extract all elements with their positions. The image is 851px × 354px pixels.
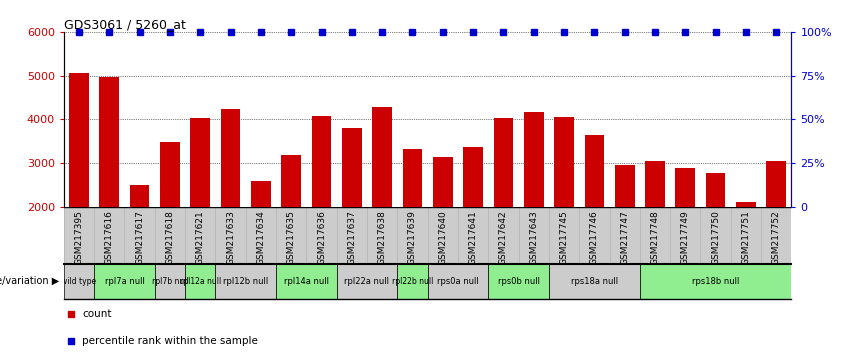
Text: rps18b null: rps18b null xyxy=(692,277,740,286)
Text: GSM217752: GSM217752 xyxy=(772,210,780,265)
Text: wild type: wild type xyxy=(61,277,96,286)
Bar xyxy=(342,128,362,295)
Bar xyxy=(614,165,635,295)
Bar xyxy=(276,264,337,299)
Bar xyxy=(676,168,695,295)
Text: GSM217642: GSM217642 xyxy=(499,210,508,264)
Text: GSM217634: GSM217634 xyxy=(256,210,266,265)
Text: GSM217637: GSM217637 xyxy=(347,210,357,265)
Text: rpl14a null: rpl14a null xyxy=(284,277,328,286)
Text: rpl12b null: rpl12b null xyxy=(223,277,268,286)
Text: GSM217640: GSM217640 xyxy=(438,210,448,265)
Text: rpl7a null: rpl7a null xyxy=(105,277,145,286)
Bar xyxy=(488,264,549,299)
Bar xyxy=(372,107,392,295)
Bar xyxy=(494,118,513,295)
Bar xyxy=(403,149,422,295)
Bar xyxy=(736,202,756,295)
Text: rps0a null: rps0a null xyxy=(437,277,479,286)
Bar xyxy=(282,155,301,295)
Bar xyxy=(645,161,665,295)
Bar xyxy=(433,157,453,295)
Text: GSM217618: GSM217618 xyxy=(165,210,174,265)
Text: GSM217749: GSM217749 xyxy=(681,210,690,265)
Bar xyxy=(463,147,483,295)
Bar xyxy=(191,118,210,295)
Bar xyxy=(94,264,155,299)
Bar xyxy=(160,142,180,295)
Text: GDS3061 / 5260_at: GDS3061 / 5260_at xyxy=(64,18,186,31)
Text: count: count xyxy=(82,308,111,319)
Text: rpl22b null: rpl22b null xyxy=(391,277,433,286)
Bar xyxy=(185,264,215,299)
Text: GSM217395: GSM217395 xyxy=(75,210,83,265)
Bar xyxy=(640,264,791,299)
Text: percentile rank within the sample: percentile rank within the sample xyxy=(82,336,258,346)
Bar xyxy=(64,264,94,299)
Text: rps0b null: rps0b null xyxy=(498,277,540,286)
Text: GSM217617: GSM217617 xyxy=(135,210,144,265)
Bar xyxy=(69,74,89,295)
Bar xyxy=(554,117,574,295)
Bar xyxy=(767,161,786,295)
Bar xyxy=(311,116,331,295)
Text: GSM217635: GSM217635 xyxy=(287,210,295,265)
Text: GSM217643: GSM217643 xyxy=(529,210,538,265)
Text: GSM217751: GSM217751 xyxy=(741,210,751,265)
Text: GSM217641: GSM217641 xyxy=(469,210,477,265)
Bar xyxy=(155,264,186,299)
Text: GSM217636: GSM217636 xyxy=(317,210,326,265)
Bar xyxy=(100,78,119,295)
Text: GSM217639: GSM217639 xyxy=(408,210,417,265)
Bar xyxy=(549,264,640,299)
Bar xyxy=(129,185,150,295)
Text: rpl12a null: rpl12a null xyxy=(180,277,221,286)
Bar xyxy=(705,173,726,295)
Bar xyxy=(427,264,488,299)
Text: GSM217750: GSM217750 xyxy=(711,210,720,265)
Bar xyxy=(337,264,397,299)
Text: GSM217746: GSM217746 xyxy=(590,210,599,265)
Text: rpl7b null: rpl7b null xyxy=(151,277,188,286)
Text: genotype/variation ▶: genotype/variation ▶ xyxy=(0,276,60,286)
Text: rpl22a null: rpl22a null xyxy=(345,277,390,286)
Text: GSM217621: GSM217621 xyxy=(196,210,205,265)
Text: GSM217633: GSM217633 xyxy=(226,210,235,265)
Text: GSM217748: GSM217748 xyxy=(650,210,660,265)
Bar xyxy=(585,135,604,295)
Bar xyxy=(397,264,427,299)
Text: rps18a null: rps18a null xyxy=(571,277,618,286)
Bar xyxy=(220,109,241,295)
Text: GSM217616: GSM217616 xyxy=(105,210,114,265)
Text: GSM217747: GSM217747 xyxy=(620,210,629,265)
Bar xyxy=(524,112,544,295)
Text: GSM217638: GSM217638 xyxy=(378,210,386,265)
Bar xyxy=(215,264,276,299)
Text: GSM217745: GSM217745 xyxy=(560,210,568,265)
Bar xyxy=(251,181,271,295)
